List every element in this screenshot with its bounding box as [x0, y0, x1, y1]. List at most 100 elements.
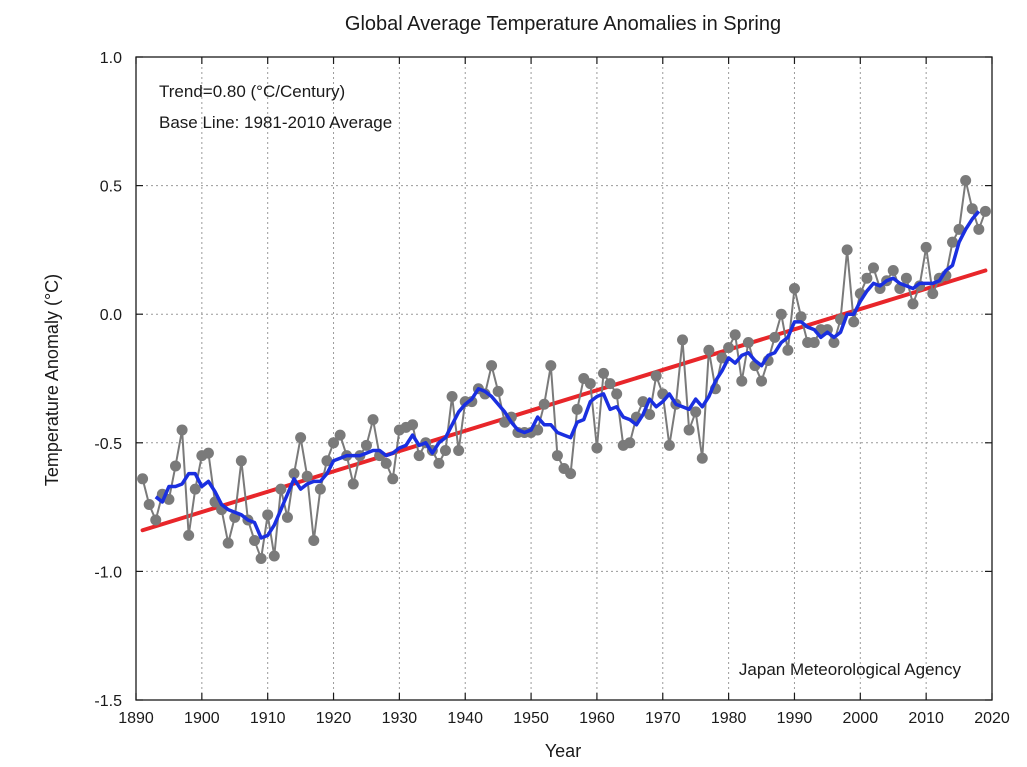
- annual-point: [598, 367, 610, 379]
- annual-point: [170, 460, 182, 472]
- annual-point: [262, 509, 274, 521]
- annual-point: [551, 450, 563, 462]
- y-tick-label: 1.0: [100, 50, 122, 67]
- annual-point: [176, 424, 188, 436]
- y-axis: 1.0 0.5 0.0 -0.5 -1.0 -1.5: [94, 50, 992, 710]
- x-tick-label: 1930: [382, 710, 418, 727]
- annual-point: [222, 537, 234, 549]
- annual-point: [946, 236, 958, 248]
- trend-series: [140, 268, 988, 533]
- annual-point: [275, 483, 287, 495]
- annual-point: [532, 424, 544, 436]
- annual-point: [538, 398, 550, 410]
- annual-point: [887, 264, 899, 276]
- annual-point: [565, 468, 577, 480]
- annual-point: [867, 262, 879, 274]
- annual-point: [624, 437, 636, 449]
- annual-point: [677, 334, 689, 346]
- x-tick-label: 1950: [513, 710, 549, 727]
- annual-point: [644, 409, 656, 421]
- annual-point: [235, 455, 247, 467]
- annual-point: [407, 419, 419, 431]
- annual-point: [775, 308, 787, 320]
- annual-point: [716, 352, 728, 364]
- annual-point: [466, 396, 478, 408]
- annual-point: [202, 447, 214, 459]
- annual-point: [683, 424, 695, 436]
- baseline-annotation: Base Line: 1981-2010 Average: [159, 113, 392, 132]
- x-tick-label: 2020: [974, 710, 1010, 727]
- annual-point: [308, 535, 320, 547]
- annual-point: [848, 316, 860, 328]
- annual-point: [953, 223, 965, 235]
- y-tick-label: -0.5: [94, 436, 122, 453]
- x-tick-label: 1970: [645, 710, 681, 727]
- annual-point: [650, 370, 662, 382]
- annual-point: [769, 331, 781, 343]
- annual-point: [742, 336, 754, 348]
- annual-point: [150, 514, 162, 526]
- annual-point: [808, 336, 820, 348]
- annual-point: [545, 360, 557, 372]
- annual-point: [281, 511, 293, 523]
- y-tick-label: -1.5: [94, 693, 122, 710]
- annual-point: [907, 298, 919, 310]
- annual-point: [756, 375, 768, 387]
- annual-point: [453, 445, 465, 457]
- annual-point: [604, 378, 616, 390]
- annual-point: [841, 244, 853, 256]
- annual-point: [900, 272, 912, 284]
- annual-point: [973, 223, 985, 235]
- x-tick-label: 1990: [777, 710, 813, 727]
- annual-point: [729, 329, 741, 341]
- x-tick-label: 1910: [250, 710, 286, 727]
- annual-point: [321, 455, 333, 467]
- annual-point: [347, 478, 359, 490]
- annual-point: [736, 375, 748, 387]
- x-axis: 1890 1900 1910 1920 1930 1940 1950 1960 1970 1980…: [118, 57, 1010, 727]
- annual-point: [328, 437, 340, 449]
- x-tick-label: 1900: [184, 710, 220, 727]
- x-tick-label: 2010: [908, 710, 944, 727]
- trend-annotation: Trend=0.80 (°C/Century): [159, 82, 345, 101]
- annual-line: [141, 180, 987, 559]
- annual-point: [979, 205, 991, 217]
- annual-point: [137, 473, 149, 485]
- annual-point: [249, 535, 261, 547]
- annual-point: [696, 452, 708, 464]
- annual-point: [966, 203, 978, 215]
- x-tick-label: 1890: [118, 710, 154, 727]
- annual-point: [723, 342, 735, 354]
- annual-point: [334, 429, 346, 441]
- annual-series: [137, 174, 991, 565]
- annual-point: [486, 360, 498, 372]
- annual-point: [861, 272, 873, 284]
- annual-point: [255, 553, 267, 565]
- x-tick-label: 1920: [316, 710, 352, 727]
- annual-point: [387, 473, 399, 485]
- y-tick-label: 0.0: [100, 307, 122, 324]
- smoothed-line: [154, 210, 981, 540]
- annual-point: [663, 439, 675, 451]
- annual-point: [189, 483, 201, 495]
- x-tick-label: 2000: [843, 710, 879, 727]
- annual-point: [295, 432, 307, 444]
- smoothed-series: [154, 210, 981, 540]
- annual-point: [920, 241, 932, 253]
- annual-point: [288, 468, 300, 480]
- annual-point: [828, 336, 840, 348]
- annual-point: [927, 288, 939, 300]
- plot-frame: [135, 56, 993, 701]
- annual-point: [703, 344, 715, 356]
- annual-point: [571, 403, 583, 415]
- annual-point: [960, 174, 972, 186]
- annual-point: [183, 529, 195, 541]
- source-annotation: Japan Meteorological Agency: [739, 660, 962, 679]
- x-tick-label: 1960: [579, 710, 615, 727]
- annual-point: [433, 457, 445, 469]
- annual-point: [584, 378, 596, 390]
- annual-point: [446, 391, 458, 403]
- annual-point: [690, 406, 702, 418]
- annual-point: [301, 470, 313, 482]
